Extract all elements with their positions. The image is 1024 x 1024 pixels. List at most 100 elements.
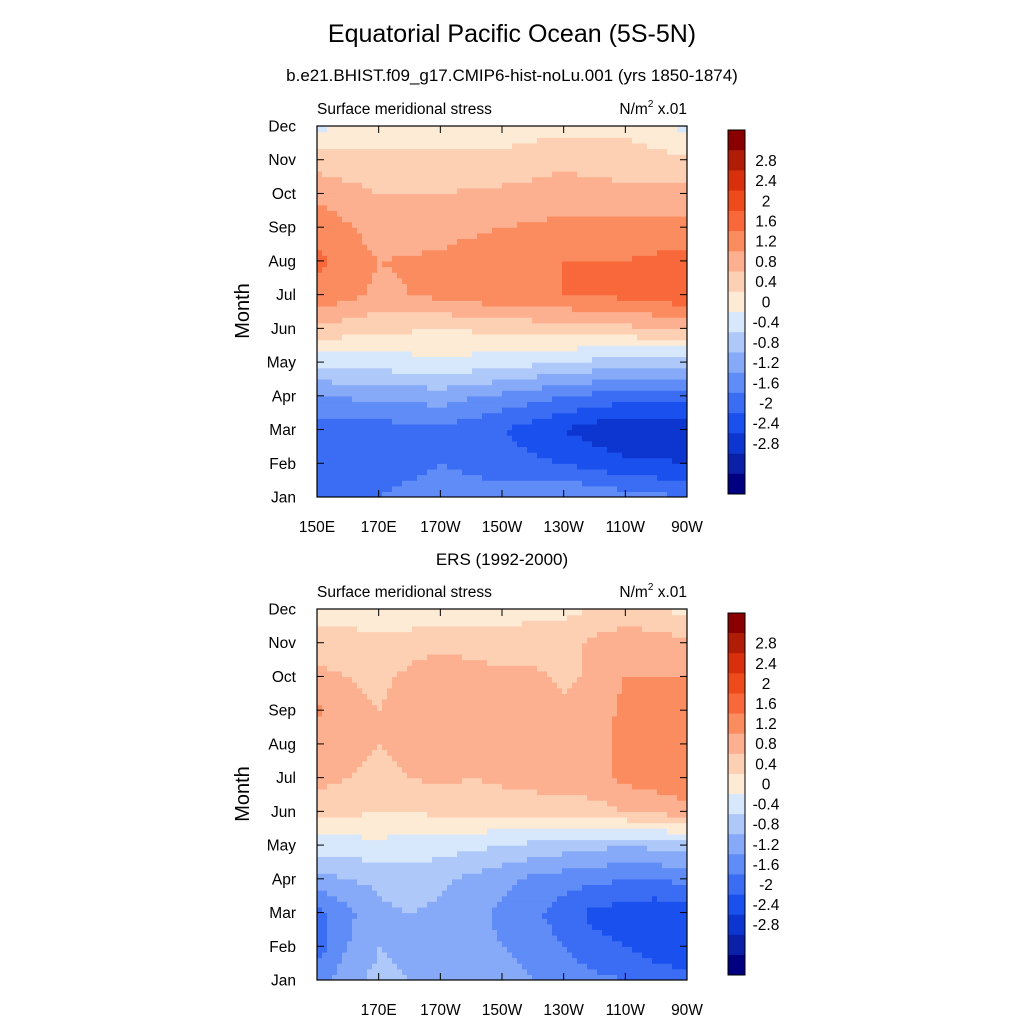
field-cell — [352, 322, 358, 329]
field-cell — [317, 435, 323, 442]
field-cell — [527, 356, 533, 363]
field-cell — [407, 463, 413, 470]
field-cell — [337, 176, 343, 183]
field-cell — [657, 137, 663, 144]
field-cell — [487, 283, 493, 290]
field-cell — [357, 165, 363, 172]
field-cell — [402, 227, 408, 234]
field-cell — [527, 311, 533, 318]
field-cell — [462, 395, 468, 403]
field-cell — [582, 170, 588, 178]
field-cell — [662, 390, 668, 397]
field-cell — [327, 187, 333, 195]
field-cell — [357, 221, 363, 228]
field-cell — [397, 474, 403, 481]
field-cell — [492, 266, 498, 273]
field-cell — [682, 322, 687, 329]
field-cell — [507, 170, 513, 178]
field-cell — [552, 232, 558, 240]
field-cell — [332, 131, 338, 138]
field-cell — [467, 305, 473, 313]
field-cell — [527, 418, 533, 425]
field-cell — [682, 362, 687, 369]
field-cell — [467, 187, 473, 195]
field-cell — [472, 193, 478, 200]
field-cell — [337, 142, 343, 150]
field-cell — [397, 137, 403, 144]
field-cell — [382, 305, 388, 313]
field-cell — [437, 165, 443, 172]
field-cell — [677, 176, 683, 183]
field-cell — [317, 963, 323, 970]
field-cell — [392, 356, 398, 363]
field-cell — [477, 435, 483, 442]
field-cell — [517, 170, 523, 178]
field-cell — [442, 474, 448, 481]
field-cell — [407, 159, 413, 166]
field-cell — [657, 170, 663, 178]
field-cell — [492, 418, 498, 425]
field-cell — [562, 435, 568, 442]
field-cell — [447, 277, 453, 284]
field-cell — [587, 187, 593, 195]
field-cell — [522, 238, 528, 245]
field-cell — [417, 491, 423, 497]
field-cell — [542, 345, 548, 352]
field-cell — [432, 350, 438, 358]
field-cell — [402, 423, 408, 431]
field-cell — [347, 328, 353, 335]
field-cell — [672, 159, 678, 166]
field-cell — [367, 435, 373, 442]
field-cell — [457, 345, 463, 352]
field-cell — [487, 244, 493, 251]
field-cell — [632, 154, 638, 161]
field-cell — [527, 452, 533, 459]
field-cell — [532, 210, 538, 217]
field-cell — [357, 362, 363, 369]
field-cell — [337, 305, 343, 313]
field-cell — [652, 452, 658, 459]
colorbar-swatch — [728, 251, 745, 272]
field-cell — [567, 345, 573, 352]
field-cell — [667, 170, 673, 178]
field-cell — [622, 407, 628, 414]
field-cell — [512, 204, 518, 211]
field-cell — [682, 311, 687, 318]
field-cell — [367, 485, 373, 492]
field-cell — [647, 232, 653, 240]
field-cell — [442, 199, 448, 206]
field-cell — [412, 165, 418, 172]
field-cell — [457, 204, 463, 211]
field-cell — [452, 350, 458, 358]
field-cell — [557, 215, 563, 223]
field-cell — [622, 204, 628, 211]
field-cell — [452, 210, 458, 217]
field-cell — [622, 328, 628, 335]
field-cell — [412, 182, 418, 189]
field-cell — [592, 266, 598, 273]
field-cell — [557, 238, 563, 245]
field-cell — [422, 328, 428, 335]
field-cell — [672, 170, 678, 178]
field-cell — [532, 277, 538, 284]
field-cell — [357, 407, 363, 414]
field-cell — [602, 339, 608, 346]
field-cell — [457, 176, 463, 183]
field-cell — [417, 333, 423, 341]
field-cell — [627, 182, 633, 189]
field-cell — [657, 221, 663, 228]
field-cell — [482, 317, 488, 324]
field-cell — [662, 131, 668, 138]
field-cell — [612, 159, 618, 166]
field-cell — [677, 423, 683, 431]
field-cell — [317, 946, 323, 953]
field-cell — [502, 401, 508, 408]
field-cell — [407, 255, 413, 262]
field-cell — [617, 221, 623, 228]
field-cell — [317, 401, 323, 408]
field-cell — [332, 480, 338, 487]
field-cell — [377, 249, 383, 256]
field-cell — [422, 182, 428, 189]
field-cell — [502, 300, 508, 307]
field-cell — [647, 300, 653, 307]
